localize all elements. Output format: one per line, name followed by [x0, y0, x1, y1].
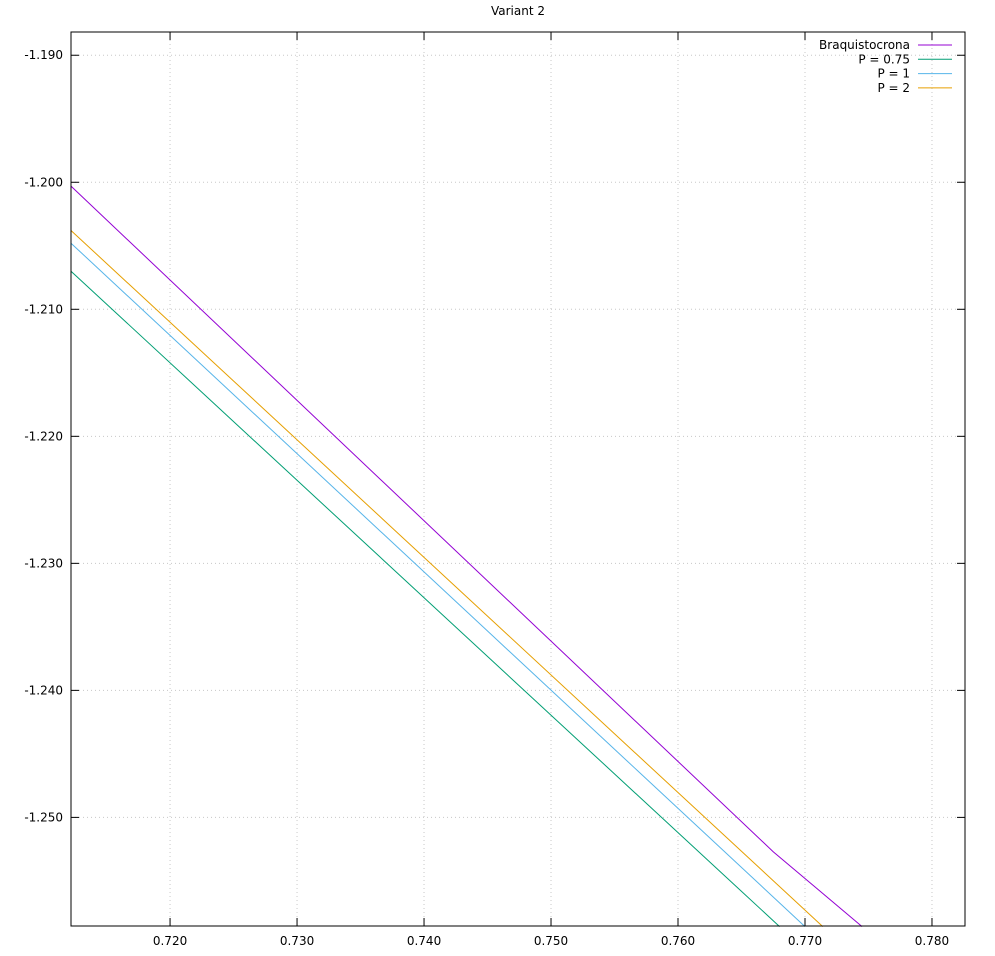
- plot-frame: [70, 31, 966, 927]
- x-tick-label: 0.740: [407, 934, 441, 948]
- y-tick-label: -1.200: [24, 175, 63, 189]
- series-group: [70, 185, 863, 927]
- y-tick-label: -1.190: [24, 48, 63, 62]
- x-tick-label: 0.750: [534, 934, 568, 948]
- series-line-2: [70, 270, 780, 927]
- x-tick-label: 0.770: [788, 934, 822, 948]
- y-tick-label: -1.250: [24, 810, 63, 824]
- series-line-1: [70, 185, 863, 927]
- y-tick-label: -1.240: [24, 683, 63, 697]
- series-line-3: [70, 242, 806, 927]
- y-tick-label: -1.210: [24, 302, 63, 316]
- y-tick-label: -1.230: [24, 556, 63, 570]
- axis-ticks: 0.720 0.730 0.740 0.750 0.760 0.770 0.780 -1.19…: [24, 32, 965, 948]
- x-tick-label: 0.720: [153, 934, 187, 948]
- legend-label: P = 2: [877, 81, 910, 95]
- series-line-4: [70, 230, 824, 927]
- legend-label: P = 0.75: [858, 52, 910, 66]
- x-tick-label: 0.760: [661, 934, 695, 948]
- chart-title: Variant 2: [491, 4, 545, 18]
- legend-label: Braquistocrona: [819, 38, 910, 52]
- grid: [71, 32, 965, 926]
- x-tick-label: 0.780: [915, 934, 949, 948]
- x-tick-label: 0.730: [280, 934, 314, 948]
- legend-label: P = 1: [877, 67, 910, 81]
- y-tick-label: -1.220: [24, 429, 63, 443]
